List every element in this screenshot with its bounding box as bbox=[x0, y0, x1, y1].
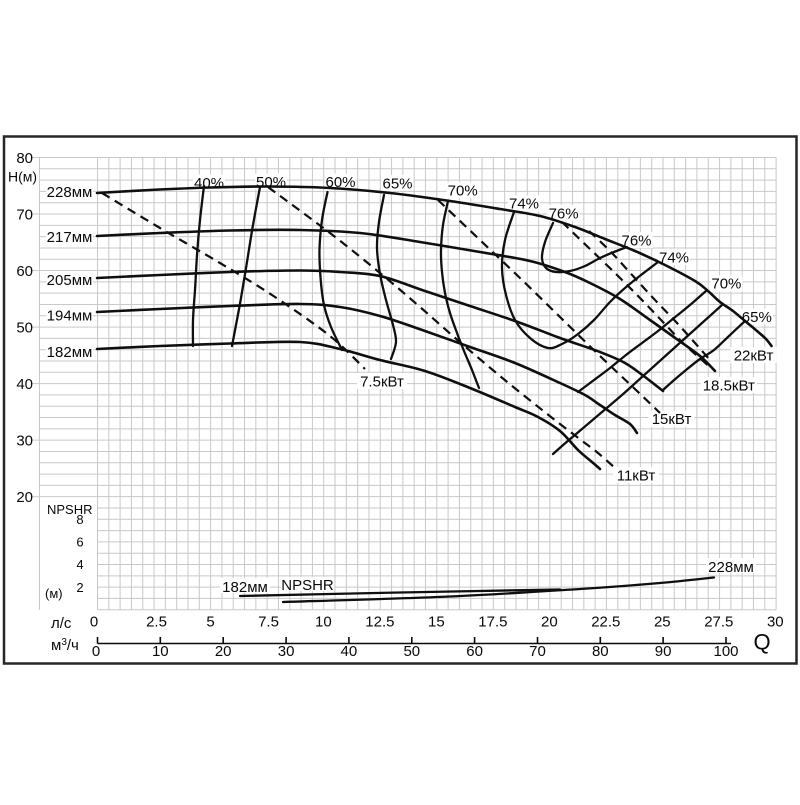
svg-text:Q: Q bbox=[753, 630, 770, 655]
svg-text:205мм: 205мм bbox=[47, 272, 93, 289]
svg-text:76%: 76% bbox=[621, 232, 651, 249]
svg-text:228мм: 228мм bbox=[47, 184, 93, 201]
svg-text:2: 2 bbox=[76, 580, 83, 595]
svg-text:4: 4 bbox=[76, 557, 83, 572]
svg-text:50: 50 bbox=[16, 319, 33, 336]
svg-text:65%: 65% bbox=[742, 309, 772, 326]
svg-text:25: 25 bbox=[654, 614, 671, 631]
svg-text:18.5кВт: 18.5кВт bbox=[703, 377, 755, 394]
svg-text:65%: 65% bbox=[382, 175, 412, 192]
svg-text:NPSHR: NPSHR bbox=[47, 502, 93, 517]
svg-text:27.5: 27.5 bbox=[704, 614, 733, 631]
svg-text:20: 20 bbox=[16, 489, 33, 506]
svg-text:228мм: 228мм bbox=[708, 559, 754, 576]
svg-text:50%: 50% bbox=[256, 174, 286, 191]
svg-text:70%: 70% bbox=[448, 183, 478, 200]
svg-text:7.5кВт: 7.5кВт bbox=[360, 373, 404, 390]
svg-text:70%: 70% bbox=[711, 276, 741, 293]
svg-text:70: 70 bbox=[529, 643, 546, 660]
svg-text:8: 8 bbox=[76, 512, 83, 527]
svg-text:Н(м): Н(м) bbox=[8, 169, 37, 185]
svg-text:30: 30 bbox=[278, 643, 295, 660]
svg-text:5: 5 bbox=[206, 614, 214, 631]
svg-text:10: 10 bbox=[315, 614, 332, 631]
svg-text:76%: 76% bbox=[549, 205, 579, 222]
svg-text:70: 70 bbox=[16, 206, 33, 223]
svg-text:(м): (м) bbox=[45, 586, 63, 601]
svg-text:60: 60 bbox=[466, 643, 483, 660]
svg-text:12.5: 12.5 bbox=[365, 614, 394, 631]
svg-text:40: 40 bbox=[341, 643, 358, 660]
svg-text:15кВт: 15кВт bbox=[652, 411, 692, 428]
svg-text:30: 30 bbox=[767, 614, 784, 631]
svg-text:74%: 74% bbox=[659, 249, 689, 266]
svg-text:40%: 40% bbox=[194, 175, 224, 192]
svg-text:11кВт: 11кВт bbox=[617, 467, 656, 484]
svg-text:60: 60 bbox=[16, 263, 33, 280]
svg-text:NPSHR: NPSHR bbox=[281, 577, 334, 594]
svg-text:182мм: 182мм bbox=[222, 579, 268, 596]
svg-text:80: 80 bbox=[592, 643, 609, 660]
svg-text:17.5: 17.5 bbox=[478, 614, 507, 631]
svg-text:20: 20 bbox=[215, 643, 232, 660]
svg-text:6: 6 bbox=[76, 535, 83, 550]
svg-text:2.5: 2.5 bbox=[146, 614, 167, 631]
svg-text:217мм: 217мм bbox=[47, 229, 93, 246]
svg-text:22кВт: 22кВт bbox=[734, 347, 774, 364]
svg-text:90: 90 bbox=[655, 643, 672, 660]
svg-text:0: 0 bbox=[92, 643, 100, 660]
svg-text:40: 40 bbox=[16, 376, 33, 393]
svg-text:7.5: 7.5 bbox=[258, 614, 279, 631]
svg-text:100: 100 bbox=[713, 643, 738, 660]
svg-text:50: 50 bbox=[403, 643, 420, 660]
svg-text:60%: 60% bbox=[325, 174, 355, 191]
svg-text:30: 30 bbox=[16, 432, 33, 449]
svg-text:182мм: 182мм bbox=[47, 344, 93, 361]
svg-text:10: 10 bbox=[152, 643, 169, 660]
svg-text:20: 20 bbox=[541, 614, 558, 631]
svg-text:0: 0 bbox=[90, 614, 98, 631]
svg-text:74%: 74% bbox=[509, 196, 539, 213]
svg-text:80: 80 bbox=[16, 150, 33, 167]
svg-text:22.5: 22.5 bbox=[591, 614, 620, 631]
svg-text:м3/ч: м3/ч bbox=[51, 637, 79, 654]
svg-text:15: 15 bbox=[428, 614, 445, 631]
svg-text:л/с: л/с bbox=[51, 615, 72, 632]
svg-text:194мм: 194мм bbox=[47, 308, 93, 325]
